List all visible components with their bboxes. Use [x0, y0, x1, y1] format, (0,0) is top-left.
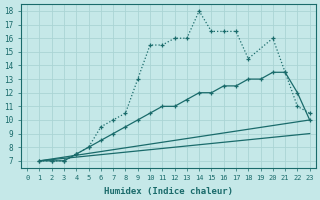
X-axis label: Humidex (Indice chaleur): Humidex (Indice chaleur): [104, 187, 233, 196]
